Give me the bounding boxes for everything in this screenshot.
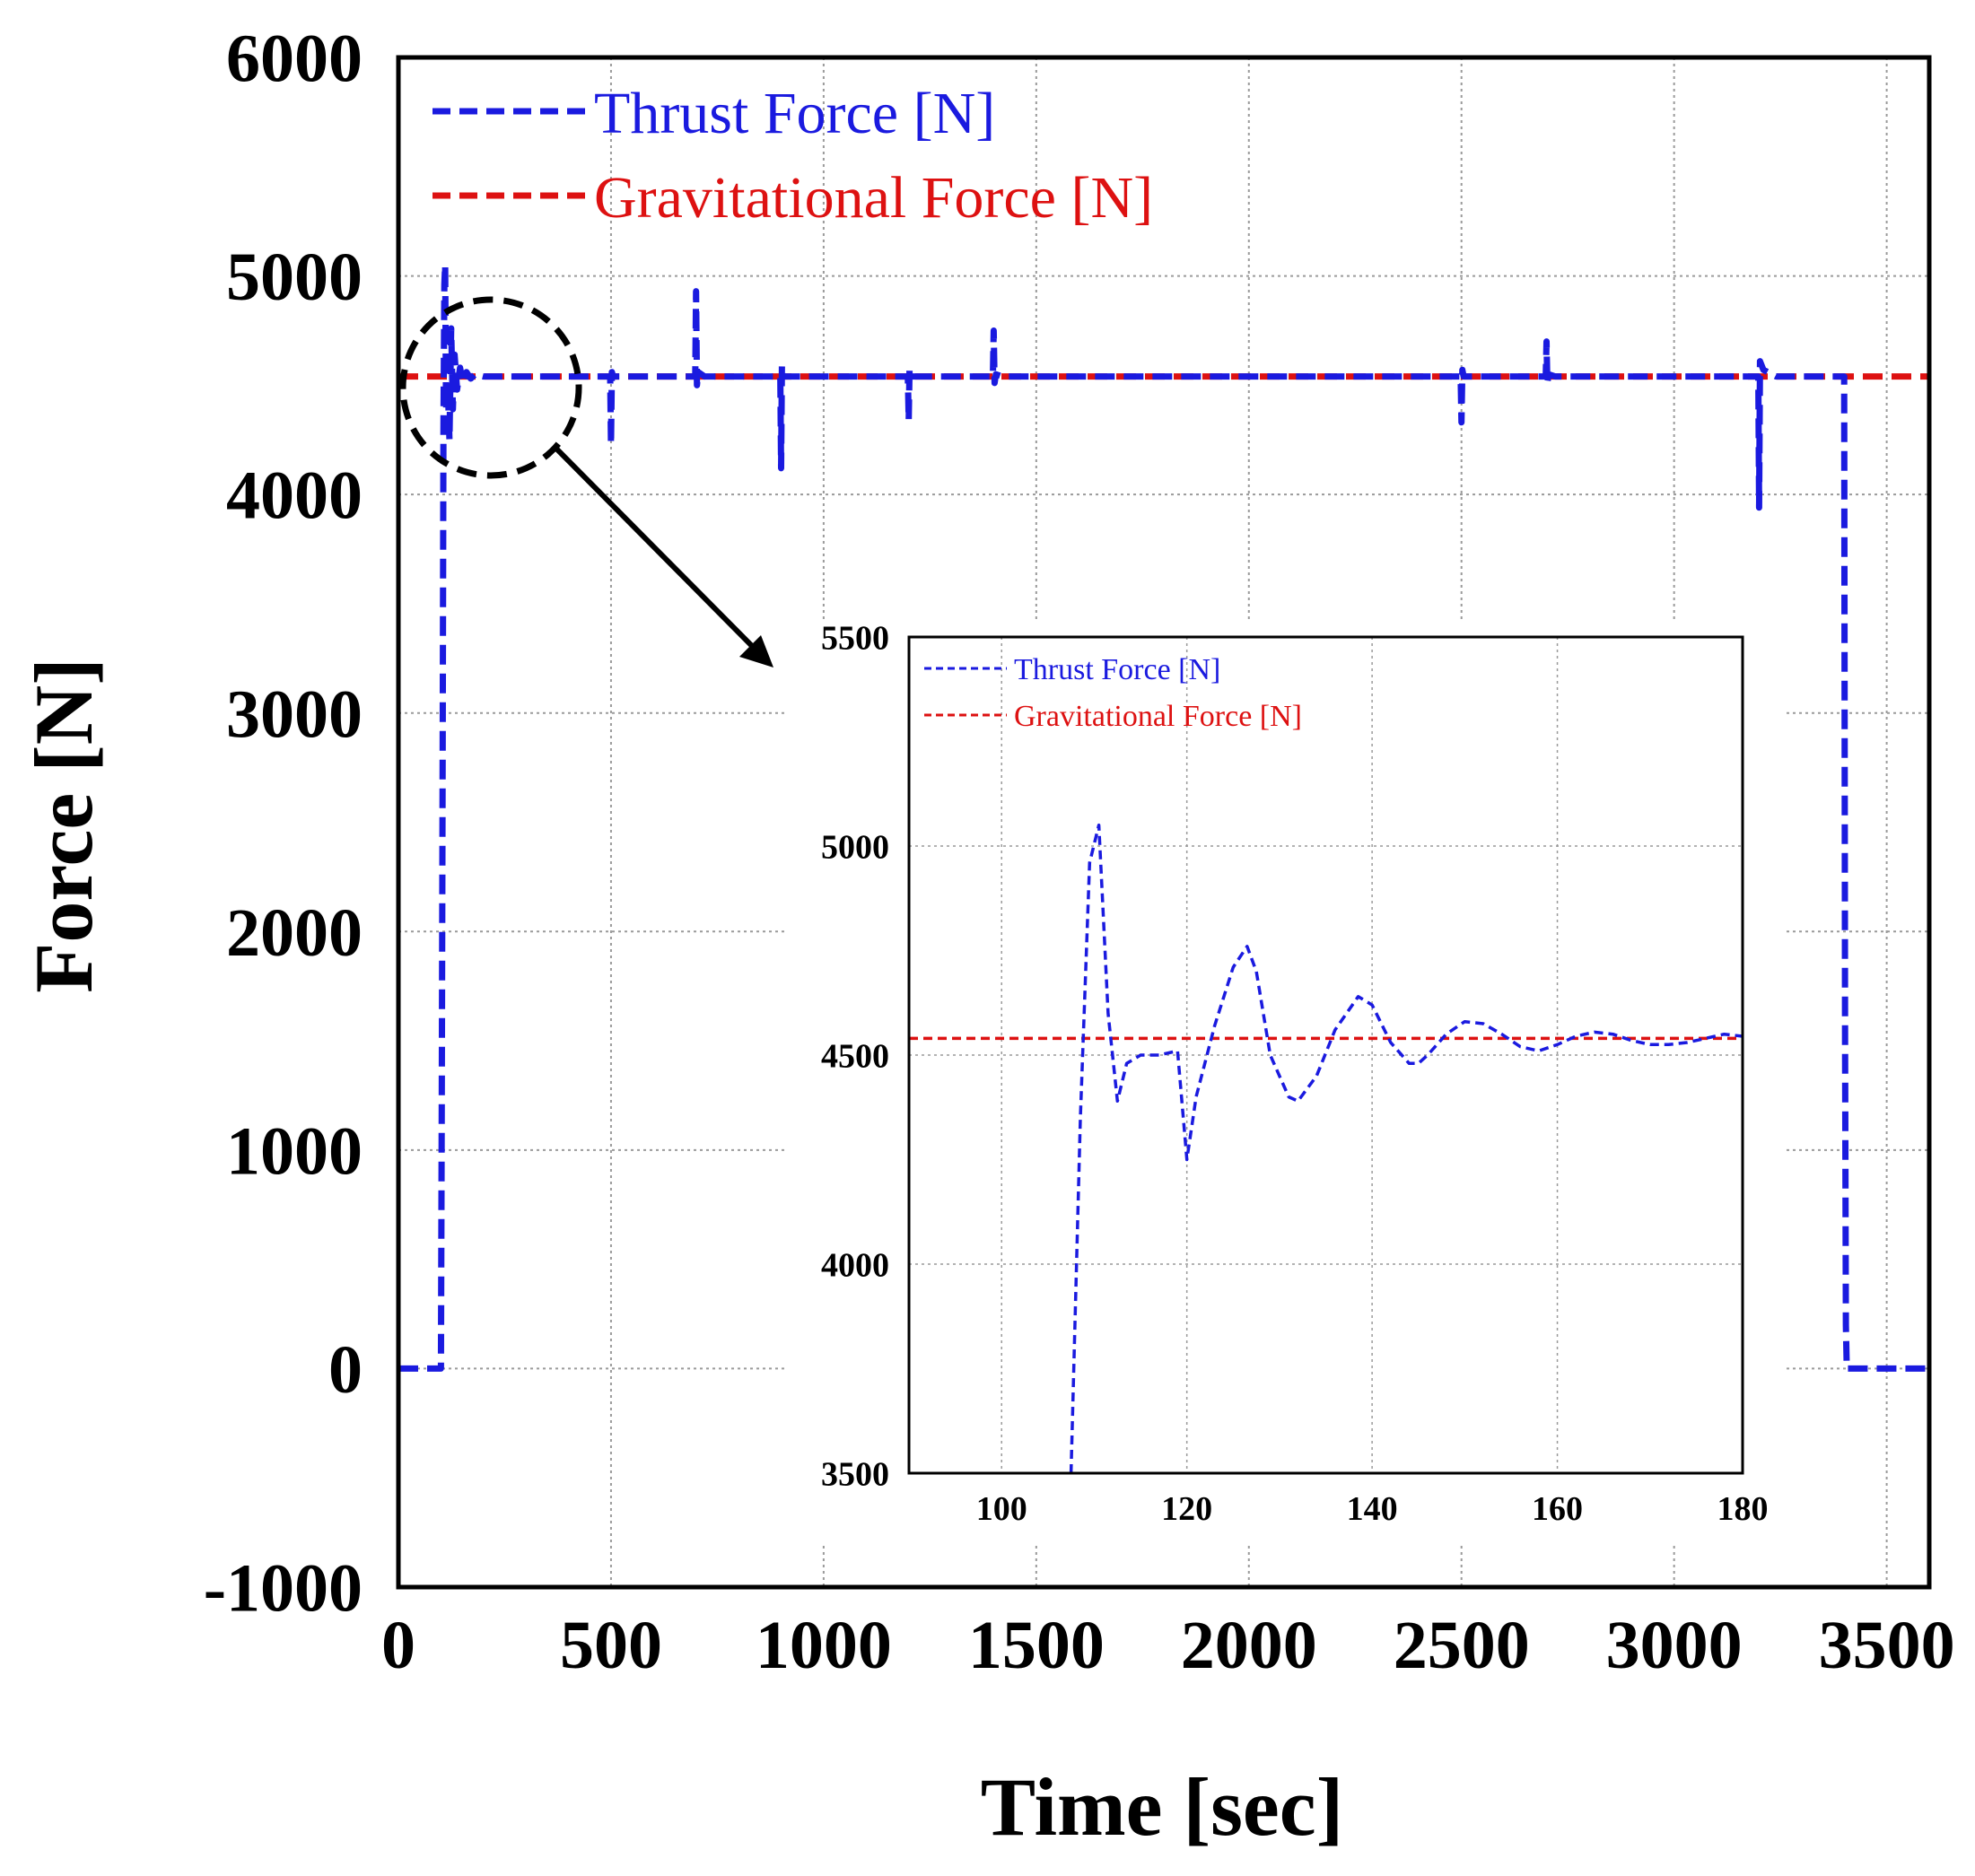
inset-x-tick-label: 100 <box>976 1490 1027 1528</box>
inset-y-tick-label: 4000 <box>821 1246 889 1284</box>
main-y-tick-label: 2000 <box>226 895 363 971</box>
main-y-tick-labels: -1000 0 1000 2000 3000 4000 5000 6000 <box>204 22 363 1627</box>
inset-x-tick-label: 160 <box>1532 1490 1583 1528</box>
main-x-tick-label: 3000 <box>1606 1608 1743 1683</box>
main-y-tick-label: 6000 <box>226 22 363 97</box>
x-axis-label: Time [sec] <box>981 1761 1343 1853</box>
inset-legend-thrust-label: Thrust Force [N] <box>1014 653 1220 686</box>
main-x-tick-label: 2500 <box>1394 1608 1530 1683</box>
main-x-tick-label: 1500 <box>968 1608 1105 1683</box>
main-x-tick-label: 0 <box>381 1608 415 1683</box>
inset-y-tick-label: 4500 <box>821 1037 889 1075</box>
inset-background <box>786 619 1784 1545</box>
main-x-tick-label: 500 <box>560 1608 662 1683</box>
main-series-group <box>398 261 1929 1372</box>
zoom-arrow-head <box>739 635 773 668</box>
inset-plot-frame <box>907 635 1744 1475</box>
zoom-arrow-line <box>554 446 756 650</box>
inset-legend: Thrust Force [N] Gravitational Force [N] <box>924 653 1302 733</box>
y-axis-label: Force [N] <box>18 658 109 993</box>
main-x-tick-label: 3500 <box>1819 1608 1955 1683</box>
main-y-tick-label: 1000 <box>226 1113 363 1189</box>
inset-x-tick-label: 140 <box>1347 1490 1398 1528</box>
inset-x-tick-labels: 100 120 140 160 180 <box>976 1490 1769 1528</box>
main-legend-gravity-label: Gravitational Force [N] <box>594 165 1153 231</box>
main-y-tick-label: 5000 <box>226 240 363 315</box>
inset-y-tick-labels: 3500 4000 4500 5000 5500 <box>821 619 889 1493</box>
main-x-tick-label: 2000 <box>1181 1608 1317 1683</box>
inset-series-group <box>909 823 1743 1473</box>
inset-y-tick-label: 5000 <box>821 828 889 866</box>
main-legend: Thrust Force [N] Gravitational Force [N] <box>433 81 1153 231</box>
main-y-tick-label: 3000 <box>226 676 363 752</box>
main-y-tick-label: -1000 <box>204 1551 363 1627</box>
zoom-circle <box>399 296 582 479</box>
inset-x-tick-label: 120 <box>1161 1490 1212 1528</box>
main-plot-frame <box>396 55 1932 1590</box>
inset-legend-gravity-label: Gravitational Force [N] <box>1014 700 1302 733</box>
inset-x-tick-label: 180 <box>1717 1490 1769 1528</box>
inset-y-tick-label: 5500 <box>821 619 889 657</box>
main-y-tick-label: 4000 <box>226 458 363 534</box>
main-legend-thrust-label: Thrust Force [N] <box>594 81 995 146</box>
inset-y-tick-label: 3500 <box>821 1455 889 1493</box>
main-y-tick-label: 0 <box>328 1332 363 1408</box>
inset-series-thrust-line <box>1069 823 1743 1473</box>
main-series-thrust-line <box>398 261 1929 1372</box>
main-x-tick-labels: 0 500 1000 1500 2000 2500 3000 3500 <box>381 1608 1955 1683</box>
main-x-tick-label: 1000 <box>756 1608 892 1683</box>
